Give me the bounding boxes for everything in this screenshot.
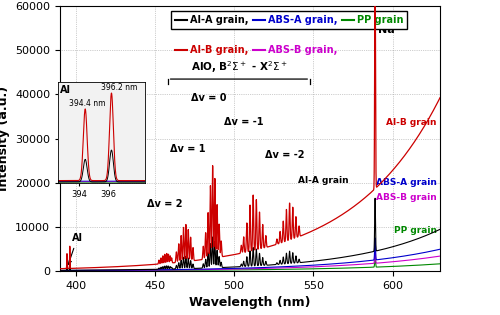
Text: Al-A grain: Al-A grain [298,176,348,185]
Legend: Al-B grain,, ABS-B grain,: Al-B grain,, ABS-B grain, [172,42,341,59]
Text: ABS-A grain: ABS-A grain [376,178,437,187]
Text: Al: Al [60,84,72,94]
Text: ABS-B grain: ABS-B grain [376,193,437,202]
Text: Na: Na [378,25,395,35]
Text: Al: Al [68,233,83,265]
Text: 394.4 nm: 394.4 nm [69,99,106,108]
Y-axis label: Intensity (a.u.): Intensity (a.u.) [0,86,10,191]
Text: Δv = 1: Δv = 1 [170,144,206,154]
Text: Δv = -1: Δv = -1 [224,117,264,127]
Text: Δv = -2: Δv = -2 [265,151,304,160]
X-axis label: Wavelength (nm): Wavelength (nm) [189,296,311,309]
Text: PP grain: PP grain [394,226,437,235]
Text: AlO, B$^2\Sigma^+$ - X$^2\Sigma^+$: AlO, B$^2\Sigma^+$ - X$^2\Sigma^+$ [190,59,288,75]
Text: Δv = 0: Δv = 0 [191,93,226,103]
Text: Δv = 2: Δv = 2 [147,199,182,209]
Text: 396.2 nm: 396.2 nm [102,83,138,92]
Text: Al-B grain: Al-B grain [386,118,437,127]
